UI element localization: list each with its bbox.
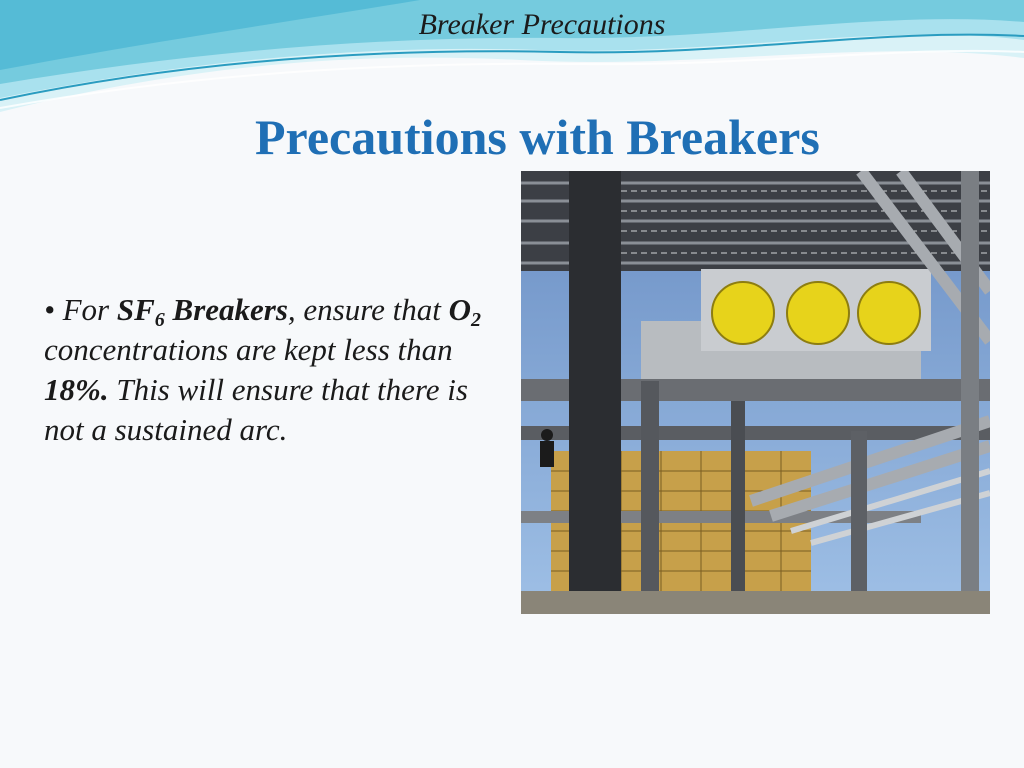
o-subscript: 2 bbox=[471, 309, 482, 331]
sf-text: SF bbox=[116, 292, 155, 327]
bullet-item: • For SF6 Breakers, ensure that O2 conce… bbox=[44, 290, 484, 450]
o-text: O bbox=[448, 292, 472, 327]
breaker-structure-photo bbox=[521, 171, 990, 614]
percent-value: 18%. bbox=[44, 372, 109, 407]
sf-subscript: 6 bbox=[154, 309, 165, 331]
bullet-text-part: This will ensure that there is not a sus… bbox=[44, 372, 468, 447]
bullet-text-part: For bbox=[54, 292, 117, 327]
bullet-marker: • bbox=[44, 292, 55, 327]
bullet-text-part: , ensure that bbox=[287, 292, 449, 327]
header-title: Breaker Precautions bbox=[418, 8, 666, 41]
bullet-text-part: concentrations are kept less than bbox=[44, 332, 453, 367]
slide-title: Precautions with Breakers bbox=[255, 109, 820, 165]
sf6-label: SF6 Breakers bbox=[116, 292, 288, 330]
breakers-text: Breakers bbox=[164, 292, 288, 327]
o2-label: O2 bbox=[448, 292, 481, 330]
header-wave-decoration bbox=[0, 0, 1024, 112]
